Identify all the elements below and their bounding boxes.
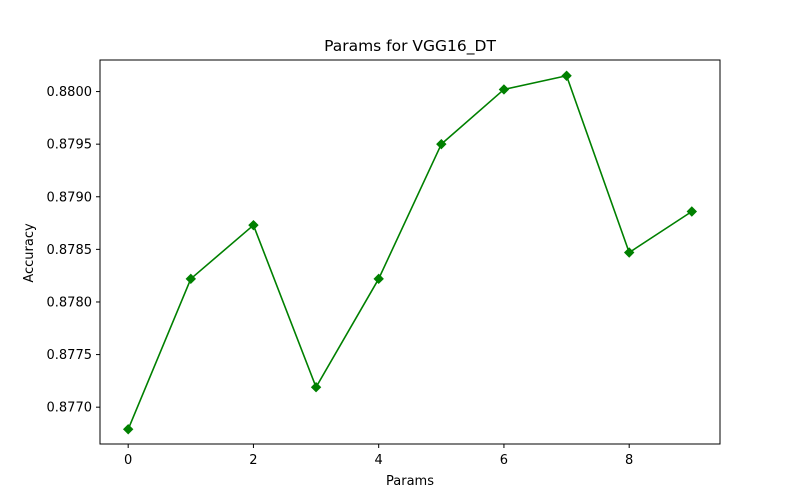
data-point-marker (623, 247, 635, 258)
data-point-marker (436, 138, 447, 150)
x-tick-label: 4 (375, 453, 383, 468)
x-tick-label: 8 (625, 453, 633, 468)
y-tick-label: 0.8785 (47, 243, 93, 258)
plot-frame (99, 59, 721, 445)
x-tick-label: 6 (500, 453, 508, 468)
data-point-marker (561, 70, 572, 81)
data-point-marker (686, 206, 698, 217)
series-group (122, 70, 698, 435)
y-tick-label: 0.8790 (47, 190, 93, 205)
text-group: Params for VGG16_DT Params Accuracy (22, 37, 496, 489)
y-tick-label: 0.8800 (47, 85, 93, 100)
y-tick-label: 0.8770 (47, 401, 93, 416)
data-point-marker (373, 273, 384, 285)
y-axis-label: Accuracy (22, 223, 37, 283)
y-tick-label: 0.8795 (47, 138, 93, 153)
x-axis-label: Params (386, 474, 434, 489)
chart-title: Params for VGG16_DT (324, 37, 496, 56)
y-tick-label: 0.8780 (47, 295, 93, 310)
axes: 0 2 4 6 8 0.8770 0.8775 0.8780 0.8785 0.8790 0.879… (47, 59, 721, 468)
data-point-marker (185, 273, 197, 285)
y-tick-label: 0.8775 (47, 348, 93, 363)
data-point-marker (248, 219, 259, 231)
data-point-marker (310, 381, 322, 393)
x-tick-label: 0 (124, 453, 132, 468)
data-point-marker (122, 424, 134, 435)
data-point-marker (498, 84, 510, 95)
x-tick-label: 2 (249, 453, 257, 468)
series-line (127, 74, 693, 430)
